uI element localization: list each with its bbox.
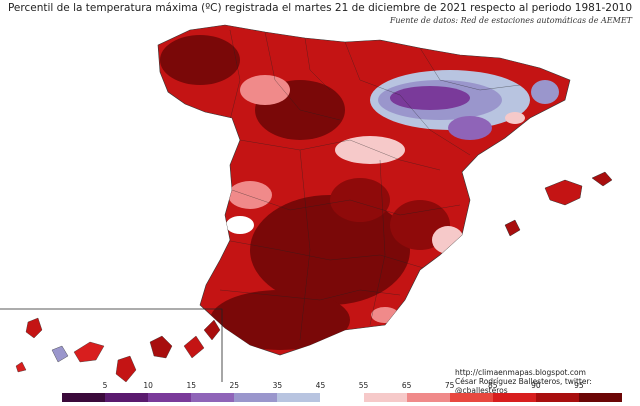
legend-tick-label: 35 — [272, 381, 283, 390]
legend-color-segment — [105, 393, 149, 402]
legend-color-segment — [62, 393, 106, 402]
legend-tick-label: 15 — [186, 381, 196, 390]
author-credit: César Rodríguez Ballesteros, twitter: @c… — [455, 377, 592, 395]
legend-tick-label: 95 — [574, 381, 584, 390]
legend-color-segment — [234, 393, 278, 402]
legend-tick-label: 90 — [531, 381, 541, 390]
legend-tick-label: 65 — [401, 381, 412, 390]
data-source: Fuente de datos: Red de estaciones autom… — [389, 16, 632, 25]
legend-color-segment — [578, 393, 623, 402]
legend-color-segment — [320, 393, 364, 402]
legend-color-segment — [492, 393, 536, 402]
legend-tick-label: 45 — [315, 381, 326, 390]
canary-islands-inset — [0, 308, 223, 383]
legend-tick-label: 5 — [102, 381, 108, 390]
legend-color-segment — [535, 393, 579, 402]
legend-color-segment — [277, 393, 321, 402]
balearic-islands — [504, 171, 613, 237]
legend-tick-label: 25 — [229, 381, 240, 390]
legend-tick-label: 10 — [143, 381, 153, 390]
peninsula-region — [157, 24, 571, 356]
blog-url: http://climaenmapas.blogspot.com — [455, 368, 586, 377]
legend-color-segment — [363, 393, 407, 402]
color-legend-bar — [62, 393, 623, 402]
legend-color-segment — [406, 393, 450, 402]
map-title: Percentil de la temperatura máxima (ºC) … — [7, 2, 633, 14]
legend-tick-label: 55 — [358, 381, 369, 390]
legend-color-segment — [449, 393, 493, 402]
legend-tick-label: 75 — [444, 381, 455, 390]
legend-tick-labels: 5 10 15 25 35 45 55 65 75 85 90 95 — [62, 381, 622, 391]
legend-color-segment — [148, 393, 192, 402]
legend-color-segment — [191, 393, 235, 402]
credits-block: http://climaenmapas.blogspot.com César R… — [455, 368, 640, 395]
legend-tick-label: 85 — [487, 381, 498, 390]
